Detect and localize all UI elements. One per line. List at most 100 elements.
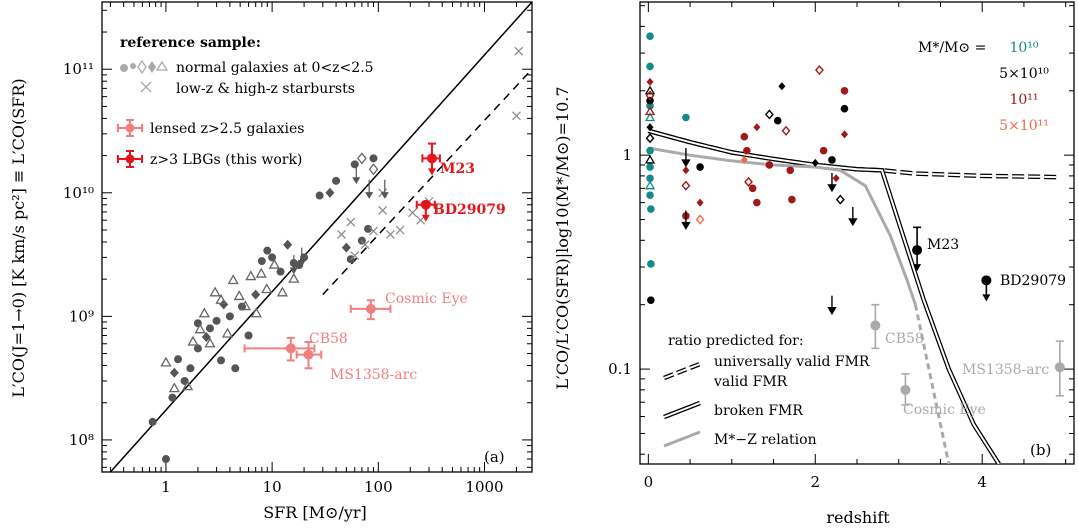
sample-point <box>764 109 774 120</box>
normal-galaxy-point <box>206 324 215 333</box>
legend-header: reference sample: <box>120 35 261 51</box>
relation-line-dashed <box>322 68 532 296</box>
sample-point <box>646 163 654 171</box>
panel-a-y-axis-title: L′CO(J=1→0) [K km/s pc²] ≡ L′CO(SFR) <box>9 78 28 397</box>
line-legend: ratio predicted for: universally valid F… <box>663 333 870 448</box>
mass-legend: M*/M⊙ = 10¹⁰ 5×10¹⁰ 10¹¹ 5×10¹¹ <box>918 40 1049 134</box>
normal-galaxy-point <box>341 242 351 253</box>
sample-point <box>682 113 690 122</box>
normal-galaxy-open-point <box>221 327 234 338</box>
point-label: M23 <box>440 161 475 177</box>
panel-a-lines <box>109 2 532 472</box>
y-tick-label: 10¹⁰ <box>63 184 94 202</box>
normal-galaxy-point <box>161 455 170 464</box>
y-tick-label: 1 <box>622 146 632 164</box>
normal-galaxy-open-point <box>227 274 239 285</box>
sample-point <box>644 154 656 164</box>
sample-point <box>819 146 828 155</box>
starburst-point <box>395 225 405 235</box>
point-label: BD29079 <box>1000 273 1066 289</box>
panel-b-y-tick-labels: 0.11 <box>608 146 632 378</box>
starburst-point <box>385 230 395 239</box>
panel-a-ticks <box>102 2 532 472</box>
point-label: Cosmic Eye <box>385 291 468 307</box>
normal-galaxy-point <box>369 154 378 163</box>
normal-galaxy-open-point <box>261 283 273 294</box>
panel-a-y-tick-labels: 10⁸ 10⁹ 10¹⁰ 10¹¹ <box>63 60 94 449</box>
labelled-point <box>981 275 992 302</box>
mass-legend-item: 10¹⁰ <box>1009 40 1038 56</box>
x-tick-label: 1 <box>161 478 171 496</box>
normal-galaxy-point <box>168 393 177 402</box>
normal-galaxy-open-point <box>239 300 251 311</box>
sample-point <box>646 62 654 71</box>
normal-galaxy-open-point <box>288 272 300 283</box>
sample-point <box>811 158 819 167</box>
sample-point <box>840 86 849 95</box>
sample-point <box>786 166 795 175</box>
labelled-point <box>912 226 923 272</box>
legend-item-starburst: low-z & high-z starbursts <box>176 81 355 97</box>
mass-legend-header: M*/M⊙ = <box>918 40 986 56</box>
sample-point <box>645 133 655 144</box>
legend-item-normal: normal galaxies at 0<z<2.5 <box>176 60 374 76</box>
normal-galaxy-point <box>225 312 234 321</box>
sample-point <box>781 125 791 136</box>
broken-fmr-line-inner <box>648 129 1000 464</box>
point-label: M23 <box>927 237 959 253</box>
panel-b-points <box>644 32 1065 406</box>
y-tick-label: 10⁹ <box>69 307 94 325</box>
sample-point <box>753 123 761 132</box>
point-label: MS1358-arc <box>330 367 417 383</box>
legend-item-lensed: lensed z>2.5 galaxies <box>150 121 304 137</box>
x-tick-label: 4 <box>977 473 987 491</box>
panel-a-x-axis-title: SFR [M⊙/yr] <box>263 503 367 522</box>
line-legend-symbol-broken <box>663 400 701 420</box>
sample-point <box>644 112 656 122</box>
line-legend-item-mz: M*−Z relation <box>714 432 817 448</box>
labelled-point <box>421 142 441 176</box>
normal-galaxy-point <box>350 160 359 169</box>
upper-limit-arrow <box>848 206 858 227</box>
sample-point <box>646 32 654 40</box>
normal-galaxy-open-point <box>215 293 227 304</box>
x-tick-label: 10 <box>263 478 282 496</box>
sample-point <box>681 180 691 191</box>
sample-point <box>748 184 757 193</box>
normal-galaxy-point <box>263 246 272 255</box>
sample-point <box>695 214 705 225</box>
sample-point <box>646 191 654 199</box>
normal-galaxy-open-point <box>368 163 379 176</box>
panel-a-frame <box>101 1 533 473</box>
normal-galaxy-open-point <box>194 323 206 334</box>
normal-galaxy-open-point <box>209 286 221 297</box>
mass-legend-item: 10¹¹ <box>1009 92 1038 108</box>
normal-galaxy-open-point <box>255 267 267 278</box>
labelled-point <box>1054 340 1065 397</box>
upper-limit-arrow <box>827 295 837 316</box>
upper-limit-arrow <box>380 179 389 199</box>
upper-limit-arrow <box>827 172 837 193</box>
labelled-point <box>243 336 316 362</box>
panel-b-x-tick-labels: 0 2 4 M23 BD29079 CB58 Cosmic Eye MS1358-arc <box>644 237 1066 491</box>
labelled-point <box>349 299 392 321</box>
legend-symbol-lbg <box>117 150 143 168</box>
sample-point <box>815 64 824 76</box>
normal-galaxy-point <box>219 299 229 310</box>
sample-point <box>840 130 848 139</box>
x-tick-label: 100 <box>364 478 393 496</box>
panel-b-lines <box>647 128 1058 464</box>
sample-point <box>682 166 690 175</box>
line-legend-symbol-universal <box>663 361 701 381</box>
panel-b-ticks <box>640 2 1074 464</box>
normal-galaxy-open-point <box>245 270 257 281</box>
sample-point <box>744 176 753 187</box>
sample-point <box>647 296 655 304</box>
sample-point <box>753 198 761 207</box>
sample-point <box>696 163 704 171</box>
normal-galaxy-open-point <box>187 335 199 346</box>
normal-galaxy-point <box>169 367 179 378</box>
starburst-point <box>337 230 346 239</box>
sample-point <box>646 123 654 132</box>
normal-galaxy-point <box>174 355 183 364</box>
